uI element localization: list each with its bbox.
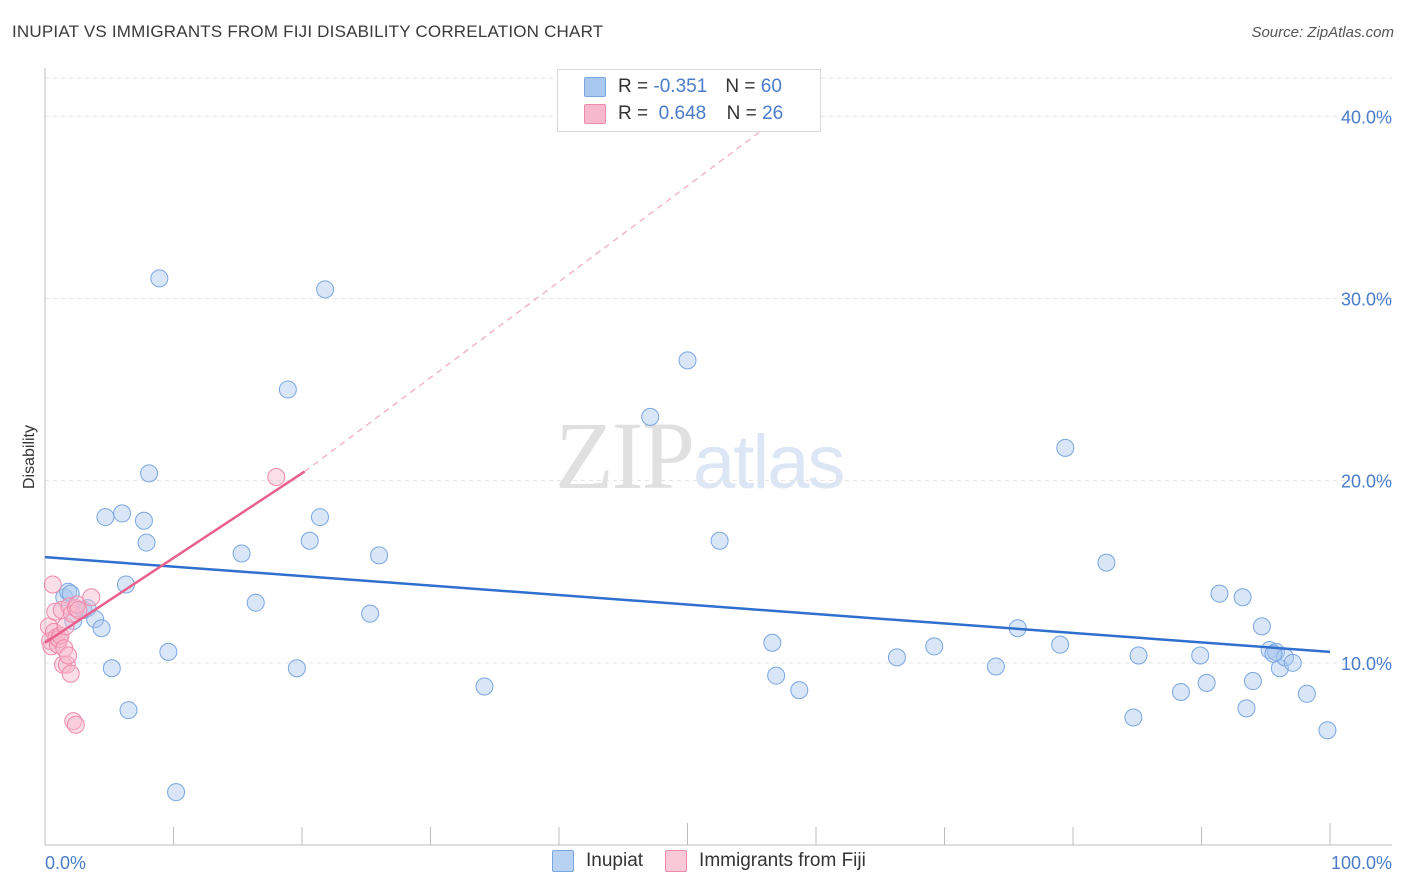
inupiat-point — [300, 531, 319, 550]
source-label: Source: ZipAtlas.com — [1251, 24, 1394, 41]
legend-swatch-fiji — [584, 104, 606, 124]
inupiat-point — [641, 407, 660, 426]
fiji-point — [82, 588, 101, 607]
inupiat-point — [925, 637, 944, 656]
inupiat-trend-line — [44, 555, 1331, 654]
inupiat-point — [370, 546, 389, 565]
fiji-trend-extension — [304, 104, 796, 473]
fiji-point — [68, 595, 87, 614]
series-label-fiji: Immigrants from Fiji — [699, 850, 866, 871]
inupiat-point — [763, 633, 782, 652]
legend-r-label: R = — [618, 103, 649, 124]
inupiat-point — [1124, 708, 1143, 727]
inupiat-point — [767, 666, 786, 685]
legend-swatch-inupiat — [584, 77, 606, 97]
inupiat-point — [59, 582, 78, 601]
inupiat-point — [1051, 635, 1070, 654]
inupiat-point — [287, 659, 306, 678]
fiji-point — [66, 715, 85, 734]
inupiat-point — [137, 533, 156, 552]
y-tick-label: 40.0% — [1341, 107, 1392, 127]
inupiat-point — [361, 604, 380, 623]
inupiat-point — [278, 380, 297, 399]
inupiat-point — [167, 783, 186, 802]
inupiat-point — [61, 584, 80, 603]
x-tick-label: 100.0% — [1331, 853, 1392, 873]
series-swatch-inupiat — [552, 850, 574, 872]
legend-row-inupiat: R = -0.351 N = 60 — [558, 73, 782, 101]
legend-row-fiji: R = 0.648 N = 26 — [558, 100, 783, 128]
inupiat-point — [119, 701, 138, 720]
legend-r-value: 0.648 — [658, 103, 707, 124]
inupiat-point — [710, 531, 729, 550]
inupiat-point — [113, 504, 132, 523]
x-tick-label: 0.0% — [45, 853, 86, 873]
series-legend-inupiat[interactable]: Inupiat — [552, 850, 643, 872]
inupiat-point — [1233, 588, 1252, 607]
inupiat-point — [887, 648, 906, 667]
inupiat-point — [475, 677, 494, 696]
chart-title: INUPIAT VS IMMIGRANTS FROM FIJI DISABILI… — [12, 22, 604, 41]
inupiat-point — [150, 269, 169, 288]
inupiat-point — [678, 351, 697, 370]
fiji-point — [60, 597, 79, 616]
inupiat-point — [310, 508, 329, 527]
series-label-inupiat: Inupiat — [586, 850, 644, 871]
legend-n-label: N = — [726, 103, 757, 124]
inupiat-point — [159, 642, 178, 661]
y-tick-label: 30.0% — [1341, 289, 1392, 309]
fiji-point — [61, 664, 80, 683]
inupiat-point — [246, 593, 265, 612]
inupiat-point — [986, 657, 1005, 676]
inupiat-point — [1283, 653, 1302, 672]
inupiat-point — [140, 464, 159, 483]
inupiat-point — [1097, 553, 1116, 572]
y-tick-label: 20.0% — [1341, 472, 1392, 492]
inupiat-point — [1318, 721, 1337, 740]
series-legend: Inupiat Immigrants from Fiji — [552, 850, 888, 872]
inupiat-point — [1252, 617, 1271, 636]
inupiat-point — [1129, 646, 1148, 665]
fiji-point — [53, 655, 72, 674]
inupiat-point — [96, 508, 115, 527]
fiji-trend-line — [44, 470, 306, 644]
inupiat-point — [232, 544, 251, 563]
legend-n-value: 60 — [760, 76, 782, 97]
inupiat-point — [102, 659, 121, 678]
inupiat-point — [1243, 672, 1262, 691]
inupiat-point — [1056, 438, 1075, 457]
y-axis-label: Disability — [21, 425, 38, 489]
legend-r-label: R = — [618, 76, 649, 97]
fiji-point — [57, 655, 76, 674]
correlation-legend: R = -0.351 N = 60 R = 0.648 N = 26 — [557, 69, 821, 132]
inupiat-point — [1297, 684, 1316, 703]
inupiat-point — [92, 619, 111, 638]
fiji-point — [43, 575, 62, 594]
inupiat-point — [1171, 682, 1190, 701]
series-legend-fiji[interactable]: Immigrants from Fiji — [665, 850, 866, 872]
inupiat-point — [1237, 699, 1256, 718]
fiji-point — [59, 646, 78, 665]
legend-n-value: 26 — [762, 103, 784, 124]
inupiat-point — [790, 681, 809, 700]
inupiat-point — [1210, 584, 1229, 603]
inupiat-point — [1197, 673, 1216, 692]
inupiat-point — [134, 511, 153, 530]
y-tick-label: 10.0% — [1341, 654, 1392, 674]
inupiat-point — [1264, 644, 1283, 663]
series-swatch-fiji — [665, 850, 688, 872]
legend-n-label: N = — [725, 76, 756, 97]
fiji-point — [69, 600, 88, 619]
fiji-point — [267, 467, 286, 486]
inupiat-point — [1191, 646, 1210, 665]
inupiat-point — [316, 280, 335, 299]
legend-r-value: -0.351 — [653, 76, 708, 97]
